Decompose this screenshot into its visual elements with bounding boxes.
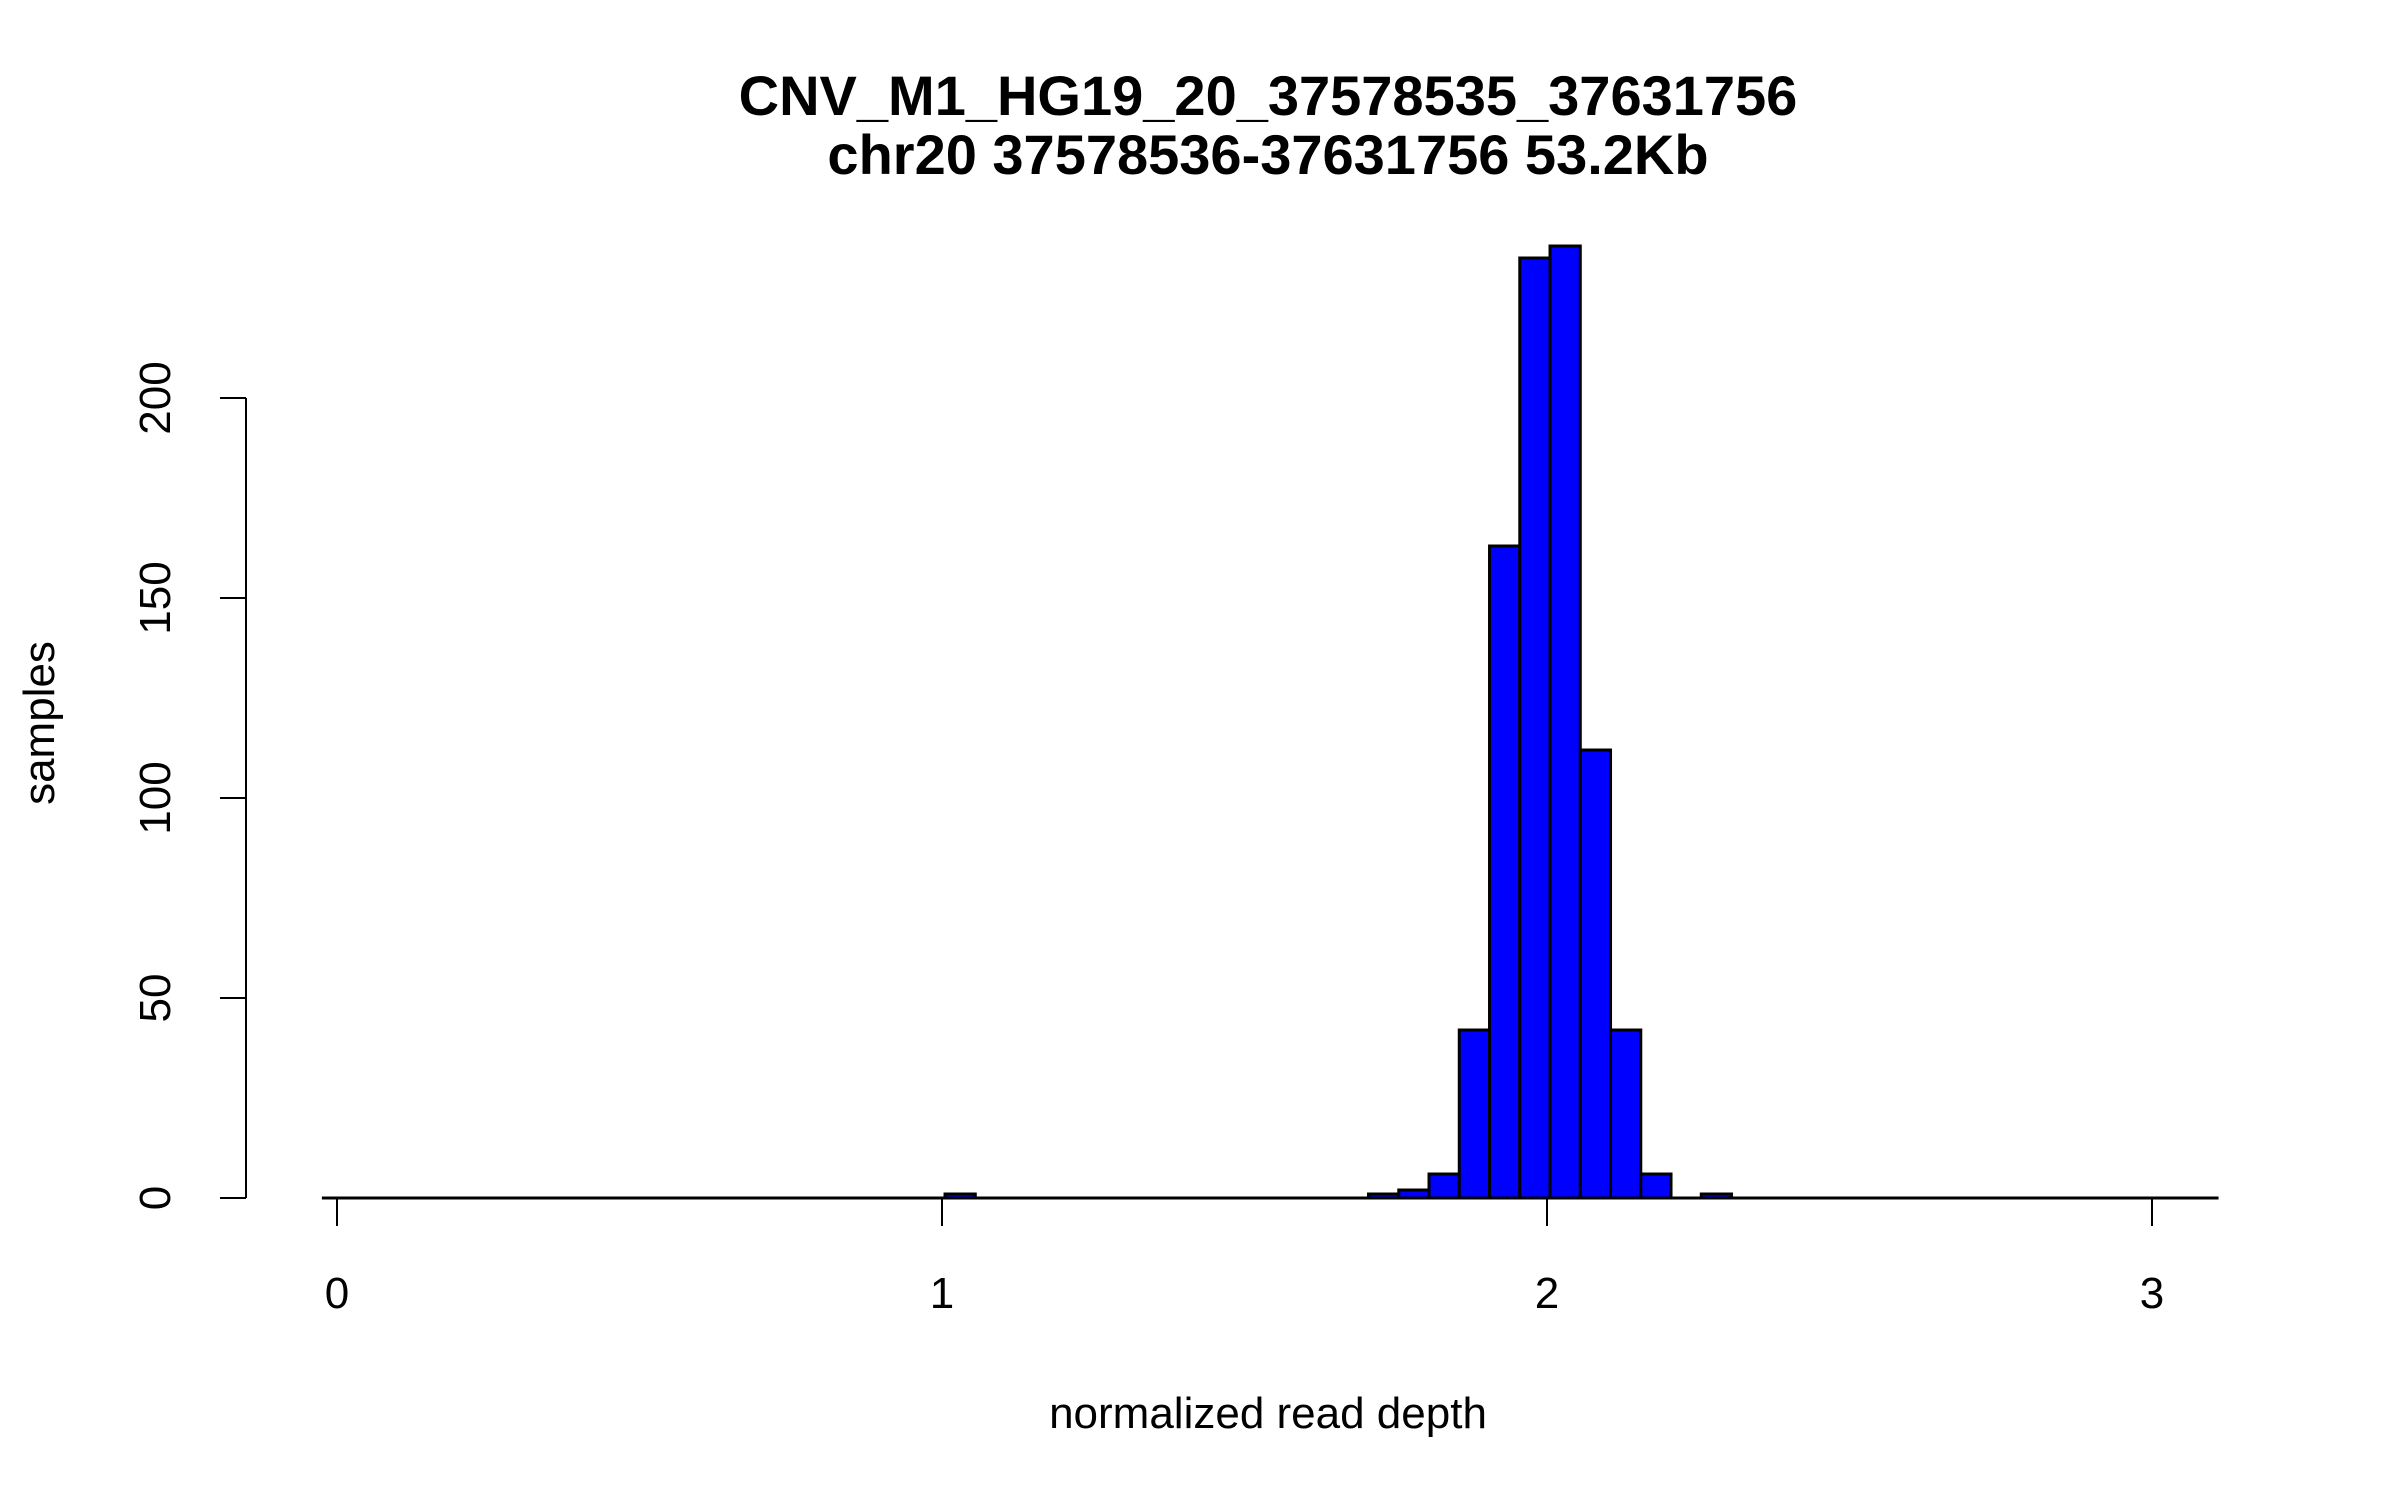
histogram-bar [1367,1192,1401,1200]
y-tick-label: 50 [131,974,180,1023]
x-tick-label: 0 [325,1269,349,1318]
y-axis: 0 50 100 150 200 [131,361,247,1210]
histogram-bar [1639,1172,1673,1200]
histogram-bar [1609,1028,1643,1200]
y-tick-label: 150 [131,561,180,634]
histogram-bar [1548,244,1582,1200]
y-tick-label: 200 [131,361,180,434]
histogram-bar [1578,748,1613,1200]
y-tick-label: 0 [131,1186,180,1210]
x-tick-label: 1 [930,1269,954,1318]
x-axis-label: normalized read depth [1049,1389,1487,1438]
histogram-bar [1488,544,1522,1200]
histogram-bar [1397,1188,1431,1200]
histogram-bar [1457,1028,1492,1200]
x-tick-label: 2 [1535,1269,1559,1318]
x-tick-label: 3 [2140,1269,2164,1318]
chart-subtitle: chr20 37578536-37631756 53.2Kb [827,123,1708,186]
histogram-bar [943,1192,977,1200]
histogram-bar [1699,1192,1734,1200]
x-axis: 0 1 2 3 [325,1198,2164,1318]
histogram-bar [1427,1172,1461,1200]
bars-group [321,244,2219,1200]
histogram-bar [1518,256,1552,1200]
y-axis-label: samples [15,641,64,805]
chart-title: CNV_M1_HG19_20_37578535_37631756 [739,64,1798,127]
y-tick-label: 100 [131,761,180,834]
